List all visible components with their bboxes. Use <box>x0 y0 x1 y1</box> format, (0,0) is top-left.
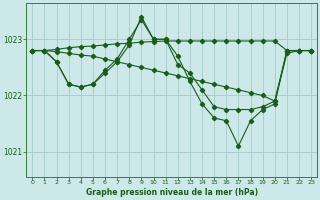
X-axis label: Graphe pression niveau de la mer (hPa): Graphe pression niveau de la mer (hPa) <box>86 188 258 197</box>
